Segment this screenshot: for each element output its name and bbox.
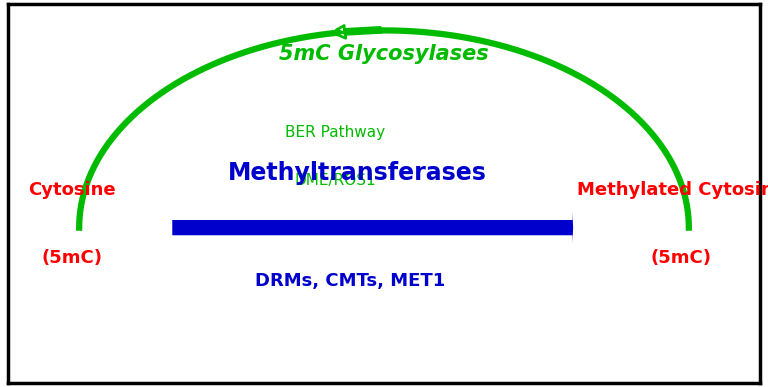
Text: DME/ROS1: DME/ROS1 — [294, 173, 376, 188]
Text: (5mC): (5mC) — [41, 249, 102, 267]
Text: Methylated Cytosine: Methylated Cytosine — [577, 181, 768, 199]
Text: 5mC Glycosylases: 5mC Glycosylases — [280, 44, 488, 64]
Text: Cytosine: Cytosine — [28, 181, 115, 199]
Text: (5mC): (5mC) — [650, 249, 712, 267]
Text: Methyltransferases: Methyltransferases — [228, 161, 487, 185]
Text: DRMs, CMTs, MET1: DRMs, CMTs, MET1 — [255, 272, 445, 290]
Text: BER Pathway: BER Pathway — [285, 125, 385, 140]
